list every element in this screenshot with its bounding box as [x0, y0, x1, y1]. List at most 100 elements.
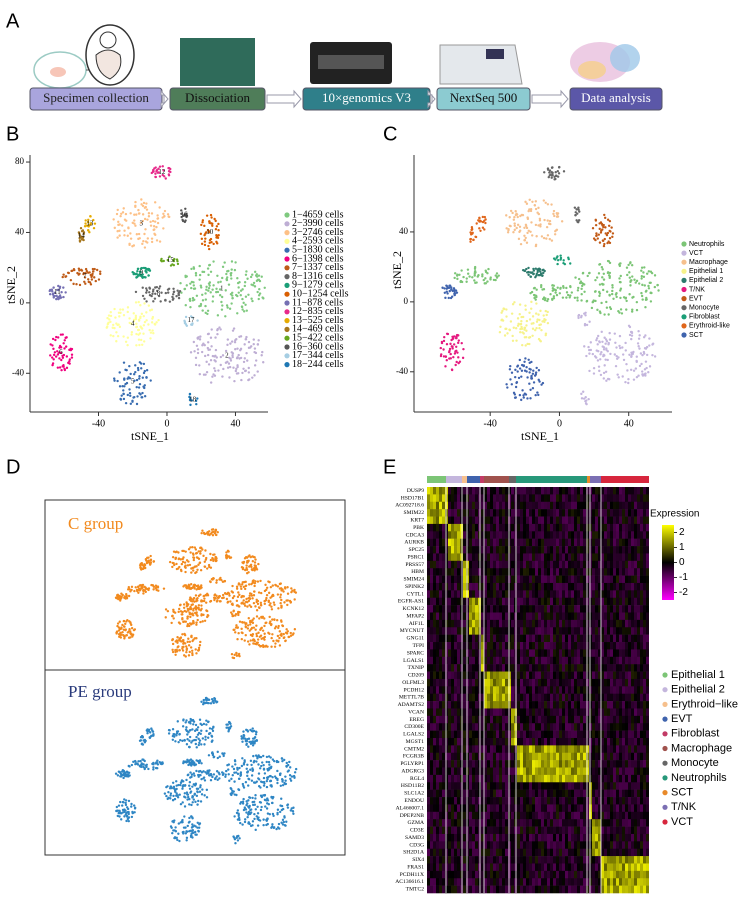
cell-dot: [204, 355, 206, 357]
cell-dot: [241, 765, 243, 767]
cell-dot: [449, 290, 451, 292]
heatmap-cell: [469, 487, 472, 495]
cell-dot: [530, 221, 532, 223]
cell-dot: [133, 312, 135, 314]
cell-dot: [150, 558, 152, 560]
cell-dot: [288, 769, 290, 771]
heatmap-cell: [457, 546, 460, 554]
heatmap-cell: [433, 649, 436, 657]
heatmap-cell: [466, 886, 469, 894]
cell-dot: [148, 286, 150, 288]
heatmap-cell: [427, 590, 430, 598]
cell-dot: [119, 215, 121, 217]
cell-dot: [605, 380, 607, 382]
heatmap-cell: [478, 494, 481, 502]
cell-dot: [236, 312, 238, 314]
cell-dot: [600, 302, 602, 304]
heatmap-cell: [445, 487, 448, 495]
cell-dot: [268, 592, 270, 594]
cell-dot: [141, 743, 143, 745]
heatmap-cell: [436, 627, 439, 635]
cell-dot: [280, 594, 282, 596]
legend-marker: [284, 344, 289, 349]
heatmap-cell: [469, 775, 472, 783]
heatmap-cell: [457, 664, 460, 672]
heatmap-cell: [445, 797, 448, 805]
heatmap-cell: [445, 856, 448, 864]
heatmap-cell: [451, 745, 454, 753]
cell-dot: [542, 272, 544, 274]
cell-dot: [125, 813, 127, 815]
cell-dot: [565, 287, 567, 289]
heatmap-cell: [433, 701, 436, 709]
heatmap-cell: [475, 686, 478, 694]
cell-dot: [590, 349, 592, 351]
cell-dot: [285, 599, 287, 601]
cell-dot: [281, 780, 283, 782]
cell-dot: [603, 346, 605, 348]
cell-dot: [127, 631, 129, 633]
cell-dot: [449, 353, 451, 355]
cell-dot: [169, 561, 171, 563]
cell-dot: [210, 381, 212, 383]
cell-dot: [155, 226, 157, 228]
cell-dot: [196, 557, 198, 559]
heatmap-cell: [436, 539, 439, 547]
heatmap-cell: [451, 598, 454, 606]
heatmap-cell: [430, 517, 433, 525]
cell-dot: [128, 365, 130, 367]
y-tick-label: 80: [15, 156, 25, 166]
heatmap-cell: [436, 494, 439, 502]
cell-dot: [116, 380, 118, 382]
heatmap-cell: [466, 760, 469, 768]
cell-dot: [185, 645, 187, 647]
cell-dot: [607, 272, 609, 274]
cell-dot: [128, 765, 130, 767]
cell-dot: [461, 342, 463, 344]
cell-dot: [119, 621, 121, 623]
cell-dot: [556, 216, 558, 218]
cell-dot: [122, 801, 124, 803]
cell-dot: [619, 281, 621, 283]
cell-dot: [231, 653, 233, 655]
heatmap-cell: [472, 686, 475, 694]
cell-dot: [245, 740, 247, 742]
cell-dot: [218, 326, 220, 328]
heatmap-cell: [454, 819, 457, 827]
cell-dot: [471, 226, 473, 228]
cell-dot: [607, 313, 609, 315]
cell-dot: [642, 374, 644, 376]
cell-dot: [266, 807, 268, 809]
heatmap-cell: [433, 738, 436, 746]
cell-dot: [185, 611, 187, 613]
heatmap-cell: [442, 568, 445, 576]
cell-dot: [229, 726, 231, 728]
heatmap-cell: [439, 775, 442, 783]
cell-dot: [551, 284, 553, 286]
cell-dot: [240, 735, 242, 737]
heatmap-cell: [481, 782, 484, 790]
cell-dot: [213, 756, 215, 758]
cell-dot: [530, 375, 532, 377]
heatmap-cell: [445, 539, 448, 547]
heatmap-cell: [481, 672, 484, 680]
cell-dot: [535, 224, 537, 226]
cell-dot: [167, 213, 169, 215]
cell-dot: [540, 340, 542, 342]
heatmap-cell: [478, 738, 481, 746]
heatmap-cell: [430, 612, 433, 620]
cell-dot: [234, 269, 236, 271]
heatmap-cell: [463, 827, 466, 835]
cell-dot: [205, 723, 207, 725]
heatmap-cell: [463, 553, 466, 561]
cell-dot: [182, 556, 184, 558]
cell-dot: [529, 336, 531, 338]
cell-dot: [204, 244, 206, 246]
heatmap-cell: [460, 524, 463, 532]
cell-dot: [186, 730, 188, 732]
cell-dot: [200, 730, 202, 732]
heatmap-cell: [466, 827, 469, 835]
cell-dot: [583, 291, 585, 293]
cell-dot: [154, 220, 156, 222]
heatmap-cell: [433, 553, 436, 561]
